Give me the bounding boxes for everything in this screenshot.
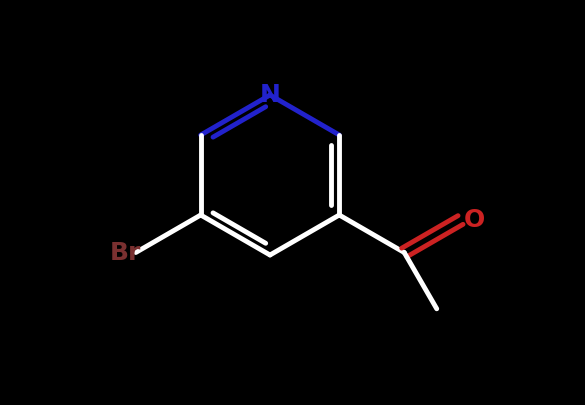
Text: Br: Br: [110, 241, 142, 264]
Text: O: O: [464, 208, 485, 232]
Text: N: N: [260, 83, 280, 107]
